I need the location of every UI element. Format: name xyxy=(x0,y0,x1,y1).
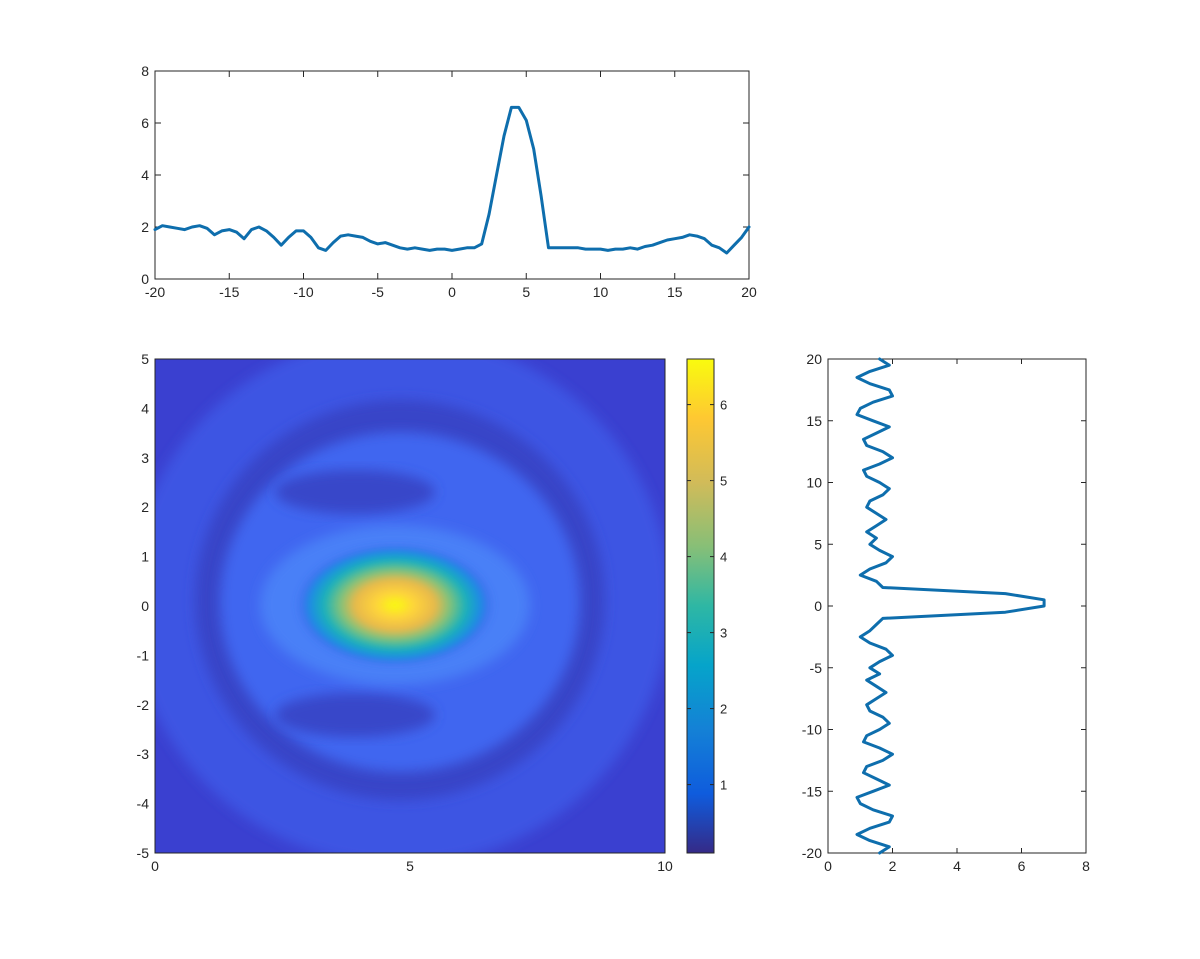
y-tick-label: -5 xyxy=(810,660,823,676)
y-tick-label: -20 xyxy=(802,845,822,861)
y-tick-label: -4 xyxy=(137,796,150,812)
y-tick-label: 5 xyxy=(814,536,822,552)
y-tick-label: 0 xyxy=(141,271,149,287)
y-tick-label: -5 xyxy=(137,845,150,861)
colorbar: 1 2 3 4 5 6 xyxy=(686,358,727,854)
colorbar-tick-label: 3 xyxy=(720,626,727,641)
x-tick-label: 0 xyxy=(824,858,832,874)
colorbar-gradient xyxy=(687,359,714,853)
x-tick-label: 4 xyxy=(953,858,961,874)
colorbar-frame xyxy=(686,358,715,854)
y-tick-label: -15 xyxy=(802,783,822,799)
y-tick-label: 2 xyxy=(141,499,149,515)
heatmap-lower-lobe xyxy=(275,693,435,737)
x-tick-label: 15 xyxy=(667,284,683,300)
right-line-plot: 0 2 4 6 8 -20 -15 -10 -5 0 5 10 15 20 xyxy=(802,351,1090,874)
colorbar-tick-label: 2 xyxy=(720,702,727,717)
x-tick-label: 10 xyxy=(593,284,609,300)
x-tick-label: 2 xyxy=(889,858,897,874)
y-tick-label: -3 xyxy=(137,746,150,762)
x-tick-label: 10 xyxy=(657,858,673,874)
heatmap-plot: 0 5 10 -5 -4 -3 -2 -1 0 1 2 3 4 5 xyxy=(137,351,673,874)
colorbar-ticks: 1 2 3 4 5 6 xyxy=(687,398,727,793)
x-tick-label: 5 xyxy=(406,858,414,874)
top-line-plot: -20 -15 -10 -5 0 5 10 15 20 0 2 4 6 8 xyxy=(141,63,757,300)
y-tick-label: 15 xyxy=(806,413,822,429)
y-tick-label: 3 xyxy=(141,450,149,466)
top-plot-ticks: -20 -15 -10 -5 0 5 10 15 20 0 2 4 6 8 xyxy=(141,63,757,300)
colorbar-tick-label: 6 xyxy=(720,398,727,413)
y-tick-label: 10 xyxy=(806,475,822,491)
y-tick-label: -1 xyxy=(137,647,150,663)
y-tick-label: 2 xyxy=(141,219,149,235)
x-tick-label: -20 xyxy=(145,284,165,300)
heatmap-frame xyxy=(154,358,666,854)
y-tick-label: 20 xyxy=(806,351,822,367)
right-series-line xyxy=(855,357,1046,855)
y-tick-label: 6 xyxy=(141,115,149,131)
colorbar-tick-label: 4 xyxy=(720,550,727,565)
x-tick-label: 20 xyxy=(741,284,757,300)
x-tick-label: 8 xyxy=(1082,858,1090,874)
colorbar-tick-label: 1 xyxy=(720,778,727,793)
x-tick-label: 0 xyxy=(151,858,159,874)
y-tick-label: -10 xyxy=(802,722,822,738)
right-plot-ticks: 0 2 4 6 8 -20 -15 -10 -5 0 5 10 15 20 xyxy=(802,351,1090,874)
top-series-line xyxy=(153,105,751,255)
x-tick-label: -10 xyxy=(293,284,313,300)
x-tick-label: -15 xyxy=(219,284,239,300)
y-tick-label: 4 xyxy=(141,400,149,416)
x-tick-label: -5 xyxy=(372,284,385,300)
y-tick-label: 1 xyxy=(141,549,149,565)
colorbar-tick-label: 5 xyxy=(720,474,727,489)
heatmap-ticks: 0 5 10 -5 -4 -3 -2 -1 0 1 2 3 4 5 xyxy=(137,351,673,874)
y-tick-label: 8 xyxy=(141,63,149,79)
y-tick-label: 5 xyxy=(141,351,149,367)
x-tick-label: 0 xyxy=(448,284,456,300)
x-tick-label: 6 xyxy=(1018,858,1026,874)
x-tick-label: 5 xyxy=(522,284,530,300)
y-tick-label: -2 xyxy=(137,697,150,713)
top-plot-frame xyxy=(154,70,750,280)
y-tick-label: 0 xyxy=(814,598,822,614)
y-tick-label: 0 xyxy=(141,598,149,614)
heatmap-upper-lobe xyxy=(275,470,435,514)
right-plot-frame xyxy=(827,358,1087,854)
heatmap-peak xyxy=(295,543,495,667)
y-tick-label: 4 xyxy=(141,167,149,183)
